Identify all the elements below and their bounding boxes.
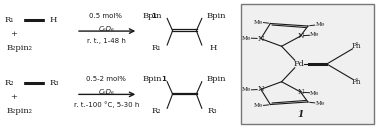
Text: R₂: R₂ [5, 79, 14, 87]
Text: B₂pin₂: B₂pin₂ [6, 107, 33, 115]
Text: N: N [297, 32, 304, 40]
Text: Me: Me [315, 101, 325, 106]
Text: Me: Me [242, 87, 251, 92]
Text: Bpin: Bpin [143, 12, 162, 20]
Text: B₂pin₂: B₂pin₂ [6, 44, 33, 52]
Text: Bpin: Bpin [207, 75, 226, 83]
Text: Me: Me [310, 32, 319, 37]
Bar [241, 4, 373, 124]
Text: R₁: R₁ [152, 44, 161, 52]
Text: H: H [50, 16, 57, 24]
Text: r. t.-100 °C, 5-30 h: r. t.-100 °C, 5-30 h [74, 101, 139, 108]
Text: R₂: R₂ [152, 107, 161, 115]
Text: N: N [297, 88, 304, 96]
Text: 1: 1 [161, 76, 166, 82]
Text: N: N [258, 35, 264, 43]
Text: Me: Me [254, 20, 263, 25]
Text: R₁: R₁ [5, 16, 14, 24]
Text: Me: Me [315, 22, 325, 27]
Text: R₃: R₃ [208, 107, 217, 115]
Text: R₃: R₃ [50, 79, 59, 87]
Text: Bpin: Bpin [143, 75, 162, 83]
Text: H: H [209, 44, 217, 52]
Text: +: + [11, 93, 17, 101]
Text: 0.5 mol%: 0.5 mol% [89, 13, 124, 19]
Text: N: N [258, 85, 264, 93]
Text: Bpin: Bpin [207, 12, 226, 20]
Text: 1: 1 [151, 13, 156, 19]
Text: 1: 1 [297, 110, 304, 119]
Text: C₆D₆: C₆D₆ [99, 89, 115, 95]
Text: Me: Me [310, 91, 319, 96]
Text: +: + [11, 30, 17, 38]
Text: C₆D₆: C₆D₆ [99, 26, 115, 31]
Text: r. t., 1-48 h: r. t., 1-48 h [87, 38, 126, 44]
Text: Pd: Pd [293, 60, 304, 68]
Text: Me: Me [254, 103, 263, 108]
Text: 0.5-2 mol%: 0.5-2 mol% [86, 76, 128, 82]
Text: Ph: Ph [352, 42, 361, 50]
Text: Me: Me [242, 36, 251, 41]
Text: Ph: Ph [352, 78, 361, 86]
